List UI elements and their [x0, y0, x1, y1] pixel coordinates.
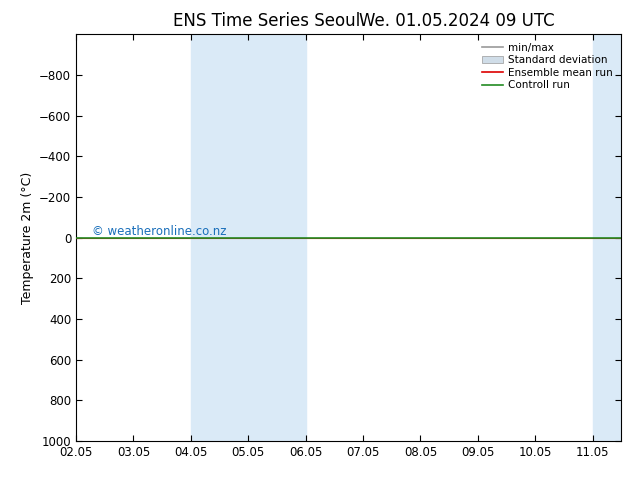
Legend: min/max, Standard deviation, Ensemble mean run, Controll run: min/max, Standard deviation, Ensemble me…	[478, 39, 617, 95]
Text: We. 01.05.2024 09 UTC: We. 01.05.2024 09 UTC	[359, 12, 554, 30]
Text: ENS Time Series Seoul: ENS Time Series Seoul	[172, 12, 360, 30]
Text: © weatheronline.co.nz: © weatheronline.co.nz	[93, 225, 227, 238]
Bar	[191, 34, 306, 441]
Y-axis label: Temperature 2m (°C): Temperature 2m (°C)	[20, 172, 34, 304]
Bar	[593, 34, 634, 441]
